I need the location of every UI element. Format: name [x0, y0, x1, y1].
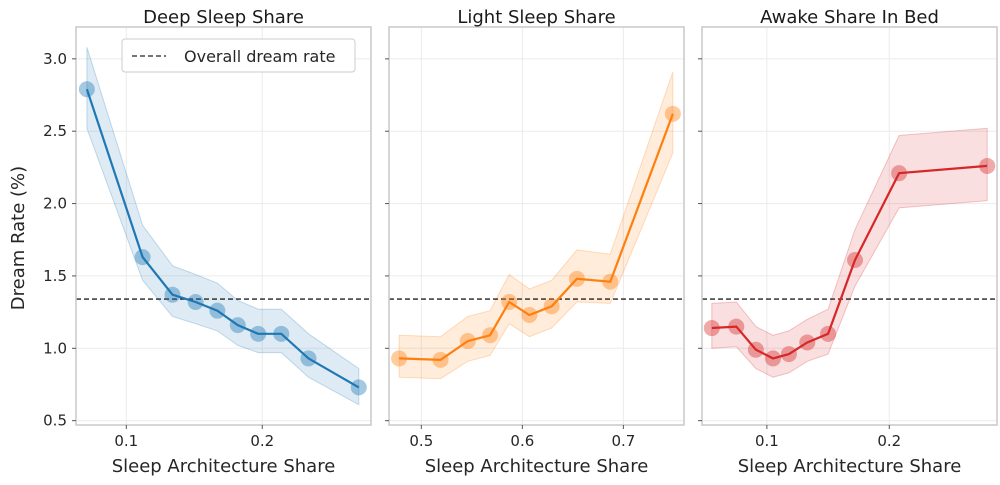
- x-tick-label: 0.7: [611, 432, 635, 450]
- legend-box: [121, 38, 356, 73]
- y-tick-label: 1.0: [43, 339, 67, 357]
- y-tick-label: 3.0: [43, 50, 67, 68]
- plot-area: [389, 27, 684, 425]
- data-point: [229, 317, 246, 334]
- data-point: [209, 302, 226, 319]
- data-point: [543, 298, 560, 315]
- panels: 0.1 0.2 0.5 1.0 1.5 2.0 2.5 3.0 Deep Sleep Share…: [43, 7, 998, 477]
- data-point: [350, 379, 367, 396]
- data-point: [780, 346, 797, 363]
- data-point: [764, 350, 781, 367]
- plot-frame: [388, 26, 685, 426]
- data-point: [501, 293, 518, 310]
- panel-2: 0.5 0.6 0.7 Light Sleep Share Sleep Architec…: [385, 7, 685, 477]
- x-tick-label: 0.1: [114, 432, 138, 450]
- x-tick-label: 0.1: [755, 432, 779, 450]
- y-tick-label: 2.0: [43, 195, 67, 213]
- plot-frame: [75, 26, 372, 426]
- x-tick-label: 0.6: [510, 432, 534, 450]
- series-line: [399, 113, 674, 362]
- data-point: [703, 320, 720, 337]
- plot-area: [76, 27, 371, 425]
- y-axis-label: Dream Rate (%): [8, 166, 29, 310]
- x-axis-label: Sleep Architecture Share: [112, 456, 336, 477]
- series-line: [85, 88, 360, 389]
- y-tick-label: 2.5: [43, 122, 67, 140]
- x-tick-label: 0.2: [250, 432, 274, 450]
- panel-3: 0.1 0.2 Awake Share In Bed Sleep Architectu…: [698, 7, 998, 477]
- panel-title: Light Sleep Share: [457, 7, 615, 28]
- data-point: [568, 270, 585, 287]
- series-line: [711, 164, 988, 360]
- data-point: [799, 334, 816, 351]
- confidence-band: [711, 127, 988, 378]
- data-point: [820, 325, 837, 342]
- x-tick-label: 0.5: [409, 432, 433, 450]
- data-point: [391, 350, 408, 367]
- x-axis-label: Sleep Architecture Share: [425, 456, 649, 477]
- data-point: [459, 333, 476, 350]
- panel-title: Awake Share In Bed: [760, 7, 939, 28]
- confidence-band: [86, 47, 360, 406]
- legend-label: Overall dream rate: [184, 47, 335, 66]
- data-point: [979, 157, 996, 174]
- data-point: [728, 318, 745, 335]
- data-point: [747, 341, 764, 358]
- data-point: [134, 249, 151, 266]
- data-point: [273, 325, 290, 342]
- data-point: [187, 293, 204, 310]
- panel-1: 0.1 0.2 0.5 1.0 1.5 2.0 2.5 3.0 Deep Sleep Share…: [43, 7, 372, 477]
- y-tick-label: 1.5: [43, 267, 67, 285]
- data-point: [847, 252, 864, 269]
- data-point: [250, 325, 267, 342]
- x-tick-label: 0.2: [877, 432, 901, 450]
- panel-title: Deep Sleep Share: [143, 7, 304, 28]
- legend: Overall dream rate: [121, 38, 356, 73]
- data-point: [78, 81, 95, 98]
- data-point: [602, 273, 619, 290]
- data-point: [521, 307, 538, 324]
- y-tick-label: 0.5: [43, 412, 67, 430]
- plot-frame: [701, 26, 998, 426]
- data-point: [432, 351, 449, 368]
- data-point: [164, 286, 181, 303]
- data-point: [891, 165, 908, 182]
- data-point: [664, 105, 681, 122]
- data-point: [482, 327, 499, 344]
- x-axis-label: Sleep Architecture Share: [738, 456, 962, 477]
- data-point: [300, 350, 317, 367]
- plot-area: [702, 27, 997, 425]
